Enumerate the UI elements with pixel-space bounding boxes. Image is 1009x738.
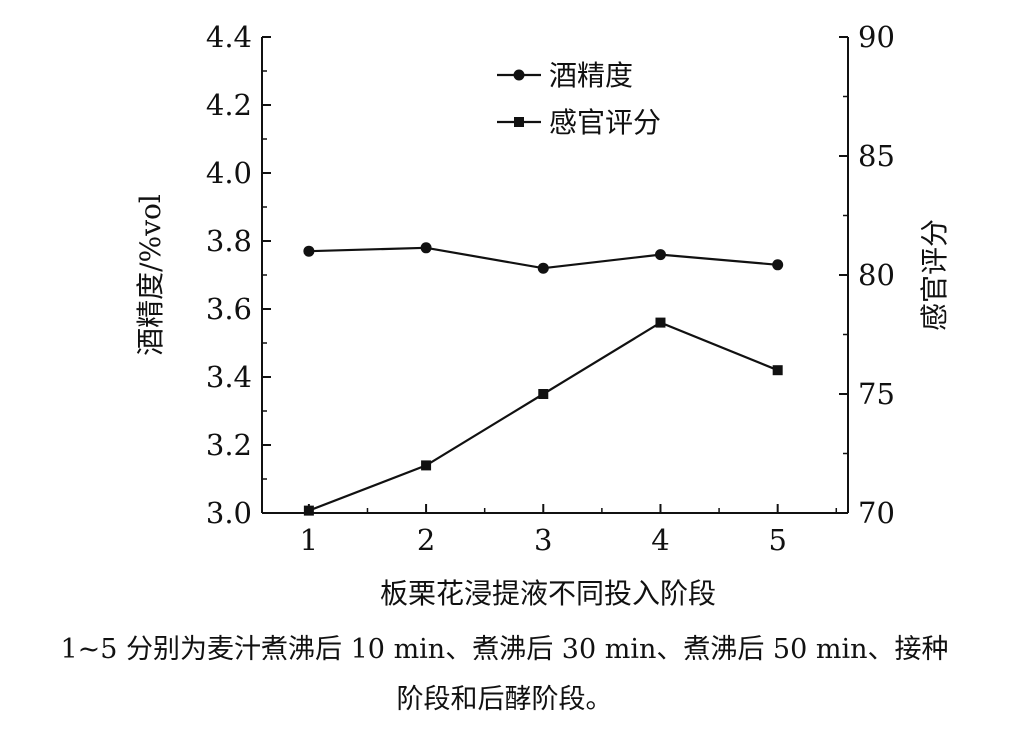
series-2-point [303, 505, 314, 516]
y-right-tick-label: 70 [858, 496, 895, 530]
legend-label-1: 酒精度 [549, 59, 633, 92]
series [303, 242, 784, 516]
legend-label-2: 感官评分 [549, 106, 661, 139]
series-2-point [772, 365, 783, 376]
y-right-tick-label: 85 [858, 139, 895, 173]
series-2-point [421, 460, 432, 471]
y-left-tick-label: 4.4 [206, 20, 252, 54]
ticks: 3.0 3.2 3.4 3.6 3.8 4.0 4.2 4.4 70 75 80 85 90 1 2 3 4 5 [206, 20, 895, 557]
legend-marker-1 [513, 69, 525, 81]
y-right-tick-label: 80 [858, 258, 895, 292]
x-tick-label: 2 [417, 523, 435, 557]
y-left-tick-label: 3.8 [206, 224, 252, 258]
y-axis-left-label: 酒精度/%vol [134, 194, 167, 356]
caption-line-2: 阶段和后酵阶段。 [396, 684, 613, 715]
y-right-tick-label: 75 [858, 377, 895, 411]
x-tick-label: 4 [651, 523, 669, 557]
y-left-tick-label: 3.2 [206, 428, 252, 462]
x-tick-label: 5 [768, 523, 786, 557]
x-tick-label: 3 [534, 523, 552, 557]
y-axis-right-label: 感官评分 [918, 219, 951, 331]
series-2-point [538, 389, 549, 399]
caption-line-1: 1~5 分别为麦汁煮沸后 10 min、煮沸后 30 min、煮沸后 50 mi… [60, 634, 949, 665]
series-1-point [772, 259, 784, 271]
series-line-2 [308, 321, 779, 512]
y-left-tick-label: 3.0 [206, 496, 252, 530]
series-1-point [537, 262, 549, 274]
y-left-tick-label: 4.0 [206, 156, 252, 190]
y-left-tick-label: 3.4 [206, 360, 252, 394]
series-1-point [420, 242, 432, 254]
series-2-point [655, 317, 666, 328]
x-axis-label: 板栗花浸提液不同投入阶段 [380, 577, 716, 610]
y-left-tick-label: 4.2 [206, 88, 252, 122]
series-1-point [654, 249, 666, 261]
y-right-tick-label: 90 [858, 20, 895, 54]
x-tick-label: 1 [300, 523, 318, 557]
legend-marker-2 [514, 117, 524, 127]
y-left-tick-label: 3.6 [206, 292, 252, 326]
series-1-point [303, 245, 315, 257]
